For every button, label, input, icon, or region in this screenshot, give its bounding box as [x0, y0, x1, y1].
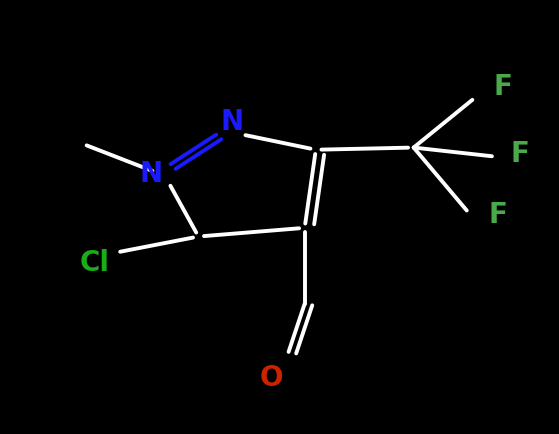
- Text: N: N: [220, 108, 244, 136]
- Text: F: F: [488, 201, 507, 229]
- Text: Cl: Cl: [80, 249, 110, 276]
- Text: O: O: [259, 364, 283, 391]
- Text: F: F: [510, 140, 529, 168]
- Text: F: F: [494, 73, 513, 101]
- Text: N: N: [139, 160, 163, 187]
